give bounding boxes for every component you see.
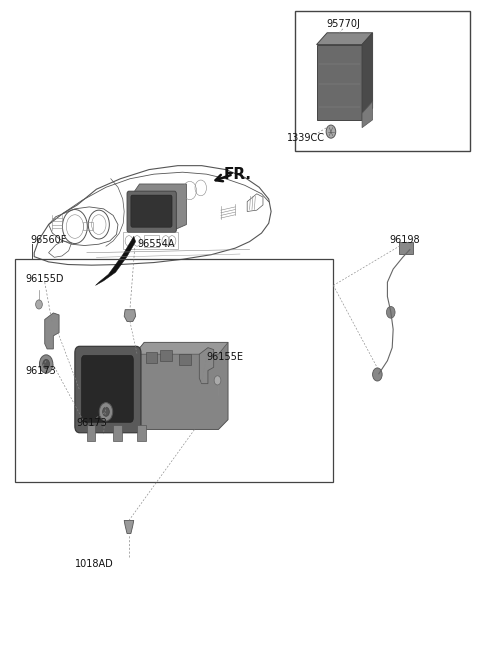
Circle shape [36,300,42,309]
Text: 1339CC: 1339CC [287,133,325,143]
Text: 96173: 96173 [25,365,56,375]
Circle shape [386,306,395,318]
Polygon shape [124,310,136,321]
Circle shape [214,376,221,385]
FancyBboxPatch shape [131,195,172,227]
Circle shape [99,403,113,421]
Polygon shape [317,33,372,45]
FancyBboxPatch shape [82,356,133,422]
Circle shape [372,368,382,381]
Bar [160,350,171,361]
Circle shape [103,407,109,417]
Bar [123,232,178,249]
Bar [144,235,158,247]
Text: 96155D: 96155D [25,274,64,284]
Text: 1018AD: 1018AD [75,559,113,569]
FancyBboxPatch shape [75,346,141,433]
Polygon shape [135,342,228,354]
Bar [295,10,470,152]
Bar [15,259,333,482]
Bar [84,222,93,230]
Polygon shape [124,520,134,533]
FancyBboxPatch shape [127,191,176,232]
Bar [146,352,157,363]
Text: 96560F: 96560F [30,235,67,245]
Text: 95770J: 95770J [326,18,360,29]
Polygon shape [45,313,59,349]
Bar [87,425,96,441]
Polygon shape [96,236,136,285]
Polygon shape [362,102,372,128]
Bar [113,425,122,441]
Text: 96554A: 96554A [137,239,175,249]
Text: 96198: 96198 [390,235,420,245]
Bar [137,425,146,441]
Polygon shape [133,184,186,230]
Polygon shape [317,45,362,120]
Polygon shape [135,342,228,430]
Text: 96173: 96173 [76,418,107,428]
Text: 96155E: 96155E [206,352,243,363]
Bar [179,354,191,365]
Polygon shape [362,33,372,120]
Polygon shape [199,348,214,384]
Text: FR.: FR. [223,167,251,182]
Circle shape [326,125,336,138]
Circle shape [43,359,49,369]
Bar [399,242,413,254]
Circle shape [39,355,53,373]
